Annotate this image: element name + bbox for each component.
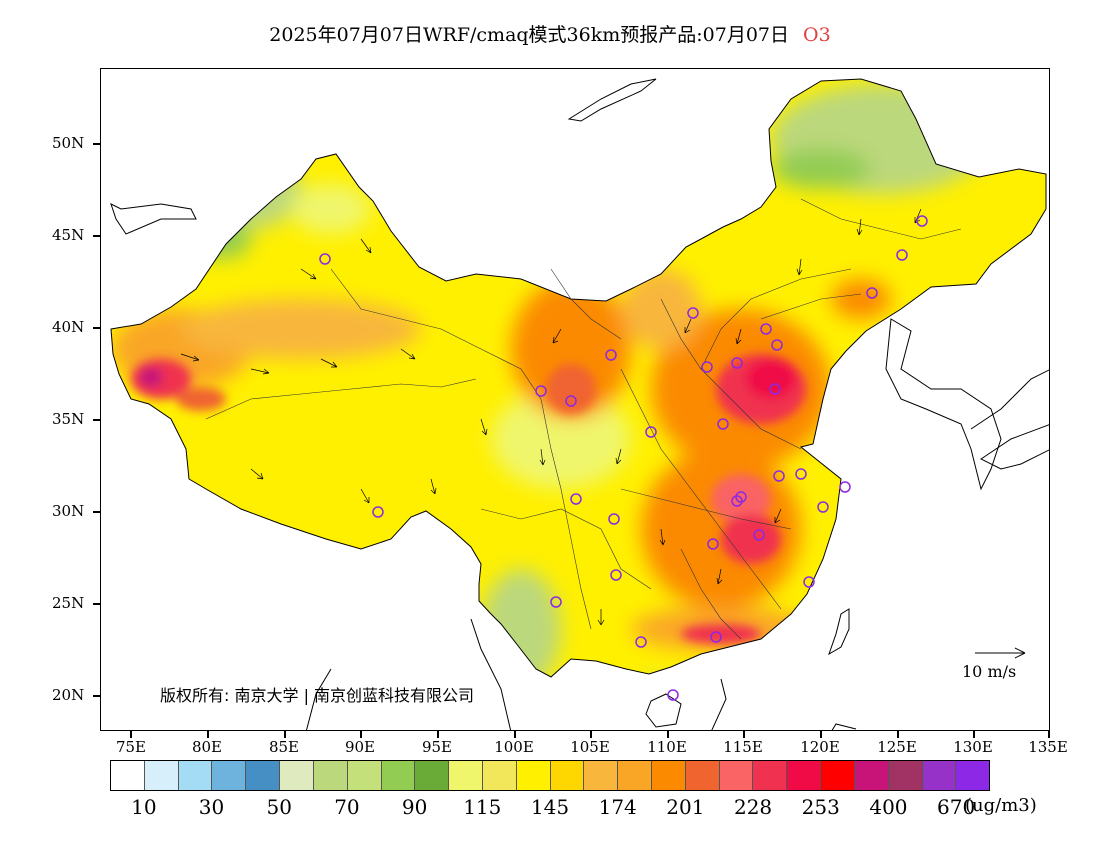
lon-label-95e: 95E <box>421 738 453 756</box>
legend-swatch <box>922 761 957 790</box>
lon-label-115e: 115E <box>723 738 763 756</box>
map-frame <box>100 68 1050 731</box>
city-markers <box>319 215 928 701</box>
lon-tick-135e <box>1048 731 1050 738</box>
lon-tick-75e <box>130 731 132 738</box>
lat-tick-40n <box>93 327 100 329</box>
province-borders <box>205 198 962 640</box>
legend-label: 201 <box>666 795 705 819</box>
legend-label: 228 <box>733 795 773 819</box>
legend-label: 70 <box>334 795 360 819</box>
copyright-text: 版权所有: 南京大学 | 南京创蓝科技有限公司 <box>160 686 475 705</box>
legend-swatch <box>212 761 247 790</box>
lat-tick-45n <box>93 235 100 237</box>
lat-label-25n: 25N <box>52 594 85 612</box>
lat-label-20n: 20N <box>52 686 85 704</box>
wind-reference-label: 10 m/s <box>962 662 1017 681</box>
lat-label-45n: 45N <box>52 226 85 244</box>
legend-swatch <box>652 761 686 790</box>
legend-swatch <box>753 761 788 790</box>
lon-tick-125e <box>897 731 899 738</box>
legend-swatch <box>144 761 179 790</box>
legend-label: 90 <box>401 795 428 819</box>
lat-tick-35n <box>93 419 100 421</box>
legend-swatch <box>246 761 281 790</box>
lat-label-40n: 40N <box>52 318 85 336</box>
legend-swatch <box>415 761 450 790</box>
lon-tick-95e <box>437 731 439 738</box>
lon-tick-115e <box>743 731 745 738</box>
wind-reference-arrow <box>975 647 1026 659</box>
lon-tick-130e <box>973 731 975 738</box>
lat-tick-50n <box>93 143 100 145</box>
lon-label-130e: 130E <box>953 738 993 756</box>
lon-tick-100e <box>514 731 516 738</box>
legend-swatch <box>888 761 923 790</box>
legend-label: 10 <box>131 795 157 819</box>
legend-swatch <box>584 761 619 790</box>
legend-label: 145 <box>530 795 570 819</box>
legend-swatch <box>381 761 416 790</box>
lon-tick-110e <box>667 731 669 738</box>
lat-tick-30n <box>93 511 100 513</box>
legend-swatch <box>178 761 213 790</box>
legend-label: 253 <box>801 795 840 819</box>
lat-label-50n: 50N <box>52 134 85 152</box>
lon-label-80e: 80E <box>191 738 223 756</box>
legend-swatch <box>618 761 652 790</box>
lon-label-110e: 110E <box>647 738 687 756</box>
legend-swatch <box>719 761 754 790</box>
legend-label: 115 <box>463 795 502 819</box>
legend-swatch <box>956 761 990 790</box>
lat-tick-20n <box>93 695 100 697</box>
coastline-borders <box>110 78 1049 730</box>
legend-swatch <box>347 761 382 790</box>
legend-swatch <box>449 761 483 790</box>
legend-unit: (ug/m3) <box>965 795 1037 816</box>
color-legend <box>110 760 990 791</box>
legend-swatch <box>854 761 889 790</box>
legend-label: 670 <box>937 795 976 819</box>
lon-tick-85e <box>284 731 286 738</box>
legend-swatch <box>787 761 822 790</box>
lon-tick-90e <box>360 731 362 738</box>
pollutant-label: O3 <box>803 24 831 46</box>
legend-swatch <box>280 761 314 790</box>
legend-label: 50 <box>266 795 292 819</box>
legend-swatch <box>313 761 348 790</box>
lat-label-35n: 35N <box>52 410 85 428</box>
lon-label-85e: 85E <box>268 738 300 756</box>
legend-swatch <box>821 761 855 790</box>
map-canvas <box>101 69 1049 730</box>
lon-label-90e: 90E <box>344 738 376 756</box>
map-title: 2025年07月07日WRF/cmaq模式36km预报产品:07月07日 O3 <box>0 20 1100 47</box>
legend-swatch <box>550 761 585 790</box>
lon-label-135e: 135E <box>1028 738 1068 756</box>
legend-label: 30 <box>198 795 225 819</box>
lat-label-30n: 30N <box>52 502 85 520</box>
lon-label-75e: 75E <box>115 738 147 756</box>
lon-tick-80e <box>207 731 209 738</box>
lon-label-105e: 105E <box>570 738 610 756</box>
legend-label: 174 <box>598 795 637 819</box>
lon-tick-120e <box>820 731 822 738</box>
legend-swatch <box>111 761 145 790</box>
wind-vectors <box>180 208 922 626</box>
legend-swatch <box>516 761 551 790</box>
legend-swatch <box>482 761 517 790</box>
legend-label: 400 <box>869 795 908 819</box>
legend-swatch <box>685 761 720 790</box>
lon-label-120e: 120E <box>800 738 840 756</box>
lon-label-125e: 125E <box>877 738 917 756</box>
title-text: 2025年07月07日WRF/cmaq模式36km预报产品:07月07日 <box>269 24 790 46</box>
lon-label-100e: 100E <box>494 738 534 756</box>
lon-tick-105e <box>590 731 592 738</box>
lat-tick-25n <box>93 603 100 605</box>
